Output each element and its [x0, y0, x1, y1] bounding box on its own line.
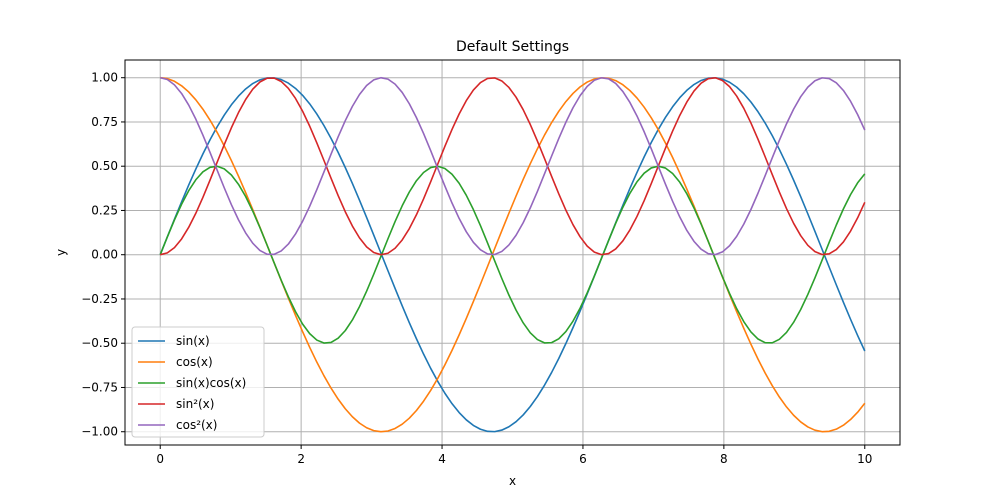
x-axis: 0 2 4 6 8 10	[156, 445, 872, 466]
series-line-0	[159, 76, 866, 433]
series-layer	[159, 76, 866, 433]
y-tick-label: −1.00	[81, 425, 118, 439]
y-tick-label: 0.00	[91, 248, 118, 262]
x-tick-label: 10	[857, 452, 872, 466]
series-line-4	[160, 76, 866, 256]
y-tick-label: −0.50	[81, 336, 118, 350]
legend-box	[131, 326, 265, 438]
y-tick-label: 0.25	[91, 203, 118, 217]
legend-label: cos(x)	[176, 355, 213, 369]
y-tick-label: 0.75	[91, 115, 118, 129]
plot-frame	[124, 59, 901, 446]
x-tick-label: 0	[156, 452, 164, 466]
legend: sin(x)cos(x)sin(x)cos(x)sin²(x)cos²(x)	[131, 326, 265, 438]
series-line-2	[159, 165, 866, 344]
y-tick-label: −0.75	[81, 380, 118, 394]
y-tick-label: −0.25	[81, 292, 118, 306]
x-tick-label: 8	[720, 452, 728, 466]
x-tick-label: 6	[579, 452, 587, 466]
legend-label: sin²(x)	[176, 397, 214, 411]
y-axis: −1.00 −0.75 −0.50 −0.25 0.00 0.25 0.50 0.75 1.00	[81, 71, 125, 439]
legend-label: cos²(x)	[176, 418, 217, 432]
y-tick-label: 1.00	[91, 71, 118, 85]
chart-title: Default Settings	[456, 39, 569, 55]
x-axis-label: x	[509, 474, 516, 488]
series-line-3	[160, 77, 866, 256]
x-tick-label: 2	[297, 452, 305, 466]
legend-label: sin(x)cos(x)	[176, 376, 246, 390]
legend-label: sin(x)	[176, 334, 210, 348]
y-axis-label: y	[54, 249, 68, 256]
y-tick-label: 0.50	[91, 159, 118, 173]
x-tick-label: 4	[438, 452, 446, 466]
